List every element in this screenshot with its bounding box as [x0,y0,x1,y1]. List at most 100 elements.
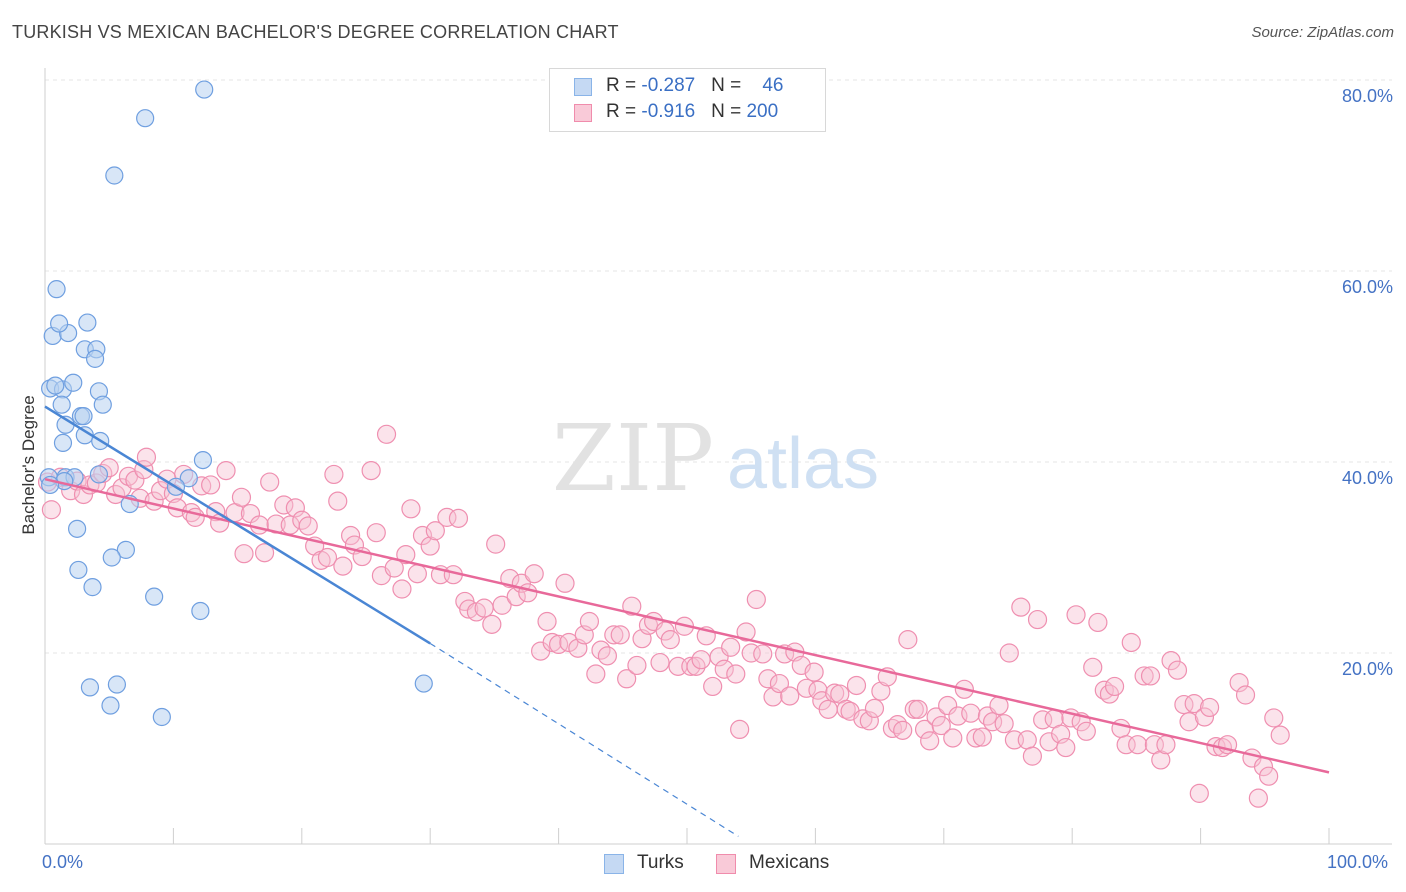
turks-point [107,675,127,694]
watermark-zip: ZIP [552,405,714,512]
turks-trend-line [44,405,431,645]
mexicans-point [1156,735,1176,755]
mexicans-point [474,598,494,618]
mexicans-point [1111,718,1131,739]
mexicans-point [780,686,800,706]
turks-point [67,519,87,538]
mexicans-point [448,508,469,528]
mexicans-point [274,495,294,515]
turks-point [179,469,198,488]
mexicans-point [691,650,711,670]
mexicans-point [604,625,624,645]
mexicans-point [893,720,913,740]
mexicans-point [459,599,479,619]
turks-point [78,313,97,332]
mexicans-point [617,669,637,689]
turks-points [39,80,433,727]
turks-point [89,465,109,484]
mexicans-point [1194,707,1215,727]
mexicans-point [1270,725,1290,745]
y-tick-label: 60.0% [1341,277,1393,297]
mexicans-point [1161,651,1181,671]
mexicans-point [524,564,544,584]
mexicans-point [938,695,958,716]
turks-point [80,678,100,697]
mexicans-point [887,715,908,735]
mexicans-point [681,656,701,676]
turks-point [85,349,105,368]
mexicans-point [1184,694,1204,714]
turks-point [53,433,73,452]
mexicans-point [846,675,867,696]
mexicans-point [597,646,617,666]
turks-point [52,395,71,414]
mexicans-point [1264,708,1284,728]
mexicans-point [972,727,992,747]
mexicans-point [1235,685,1256,705]
source-label: Source: ZipAtlas.com [1251,24,1394,41]
r-label: R = [606,101,642,122]
mexicans-swatch [574,104,592,122]
mexicans-point [1134,666,1154,686]
mexicans-point [864,698,885,718]
mexicans-point [492,595,512,615]
mexicans-point [366,523,386,543]
mexicans-point [703,676,723,697]
mexicans-point [333,556,353,576]
mexicans-legend-swatch [716,854,736,874]
r-value: -0.287 [641,75,696,96]
mexicans-point [1088,612,1108,633]
mexicans-point [804,662,824,682]
mexicans-point [898,630,918,650]
mexicans-point [818,699,838,719]
mexicans-point [859,711,879,731]
mexicans-point [908,699,928,719]
mexicans-point [714,659,734,679]
mexicans-point [961,703,981,723]
mexicans-point [579,611,600,632]
mexicans-point [1027,609,1048,630]
mexicans-point [1056,737,1076,758]
mexicans-point [622,596,642,616]
mexicans-point [249,515,270,535]
mexicans-point [1174,694,1194,715]
mexicans-point [1189,783,1209,803]
mexicans-point [260,472,280,492]
mexicans-point [1128,735,1148,755]
mexicans-point [1011,597,1031,617]
turks-point [47,280,66,299]
mexicans-point [420,536,440,556]
mexicans-point [999,643,1019,663]
mexicans-point [537,611,557,632]
turks-legend-label: Turks [637,852,684,873]
mexicans-point [324,464,344,485]
turks-legend-swatch [604,854,624,874]
mexicans-point [518,583,538,603]
mexicans-point [1094,680,1114,700]
turks-point [74,407,93,426]
mexicans-point [1140,666,1161,686]
y-tick-label: 40.0% [1341,468,1393,488]
mexicans-point [1179,712,1199,732]
mexicans-point [1259,766,1279,786]
turks-point [191,601,210,621]
mexicans-point [660,630,680,650]
trend-lines [44,405,1330,837]
mexicans-point [1076,721,1096,741]
chart-title: TURKISH VS MEXICAN BACHELOR'S DEGREE COR… [12,22,619,42]
stats-legend: R = -0.287 N = 46 R = -0.916 N = 200 [549,68,826,132]
turks-point [50,314,69,333]
turks-point [116,540,135,559]
r-label: R = [606,75,642,96]
turks-point [193,450,213,470]
mexicans-point [254,543,275,563]
turks-point [64,373,83,392]
mexicans-point [1167,660,1188,680]
turks-point [102,548,121,567]
turks-point [145,587,164,606]
mexicans-point [650,652,670,673]
r-value: -0.916 [641,101,696,122]
mexicans-point [1022,746,1042,766]
y-tick-label: 20.0% [1341,659,1393,679]
